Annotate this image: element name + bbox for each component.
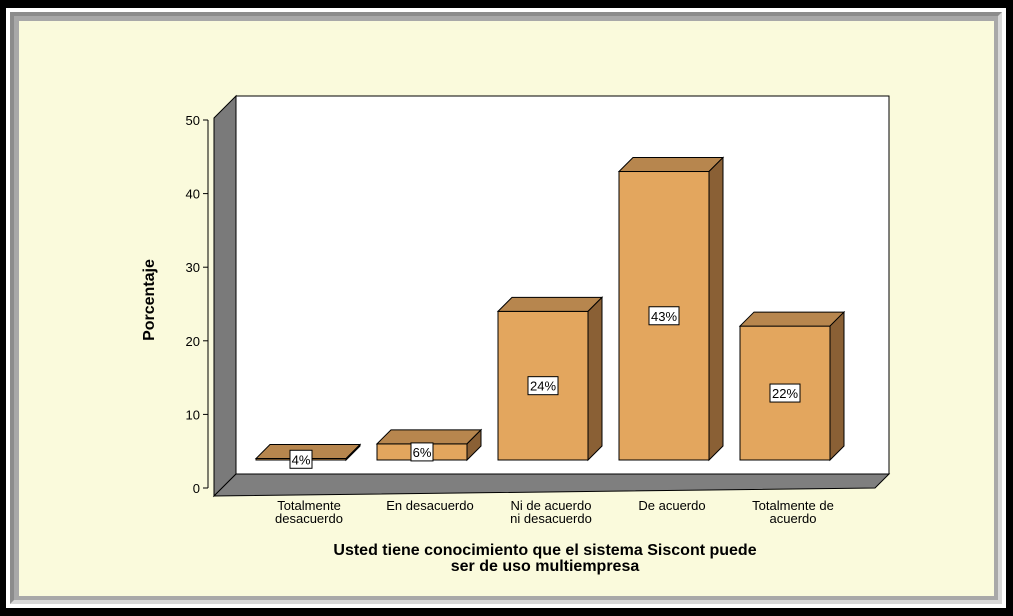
data-label: 43% — [651, 309, 677, 324]
x-tick-label: En desacuerdo — [386, 498, 473, 513]
bar-group: 4% — [254, 443, 362, 469]
x-tick-label: ni desacuerdo — [510, 511, 592, 526]
data-label: 24% — [530, 379, 556, 394]
data-label: 22% — [772, 386, 798, 401]
y-tick-label: 30 — [186, 260, 200, 275]
bar-group: 22% — [738, 310, 846, 462]
data-label-box — [410, 442, 434, 462]
data-label-box — [289, 449, 313, 469]
x-tick-label: Totalmente de — [752, 498, 834, 513]
x-tick-label: Ni de acuerdo — [511, 498, 592, 513]
data-label: 4% — [292, 452, 311, 467]
bar-top — [738, 311, 846, 327]
y-tick-label: 0 — [193, 481, 200, 496]
bar-side — [829, 310, 845, 462]
bar-side — [587, 296, 603, 462]
bar-group: 43% — [617, 156, 725, 462]
bar-side — [466, 428, 482, 462]
x-axis-title: Usted tiene conocimiento que el sistema … — [333, 542, 756, 559]
bar-top — [375, 429, 483, 445]
x-tick-label: acuerdo — [770, 511, 817, 526]
plot-side-wall — [213, 94, 237, 498]
y-axis-title: Porcentaje — [141, 259, 158, 341]
data-label-box — [648, 306, 680, 326]
data-label: 6% — [413, 445, 432, 460]
bar-top — [617, 157, 725, 173]
plot-floor — [212, 473, 891, 497]
bar-group: 24% — [496, 296, 604, 462]
bar-group: 6% — [375, 428, 483, 462]
bar-top — [496, 296, 604, 312]
data-label-box — [769, 383, 801, 403]
x-tick-label: De acuerdo — [638, 498, 705, 513]
y-tick-label: 20 — [186, 334, 200, 349]
y-tick-label: 50 — [186, 113, 200, 128]
data-label-box — [527, 376, 559, 396]
x-tick-label: desacuerdo — [275, 511, 343, 526]
bar-side — [708, 156, 724, 462]
y-tick-label: 40 — [186, 187, 200, 202]
x-axis-title: ser de uso multiempresa — [451, 558, 640, 575]
y-tick-label: 10 — [186, 407, 200, 422]
bar-side — [345, 443, 361, 462]
x-tick-label: Totalmente — [277, 498, 341, 513]
